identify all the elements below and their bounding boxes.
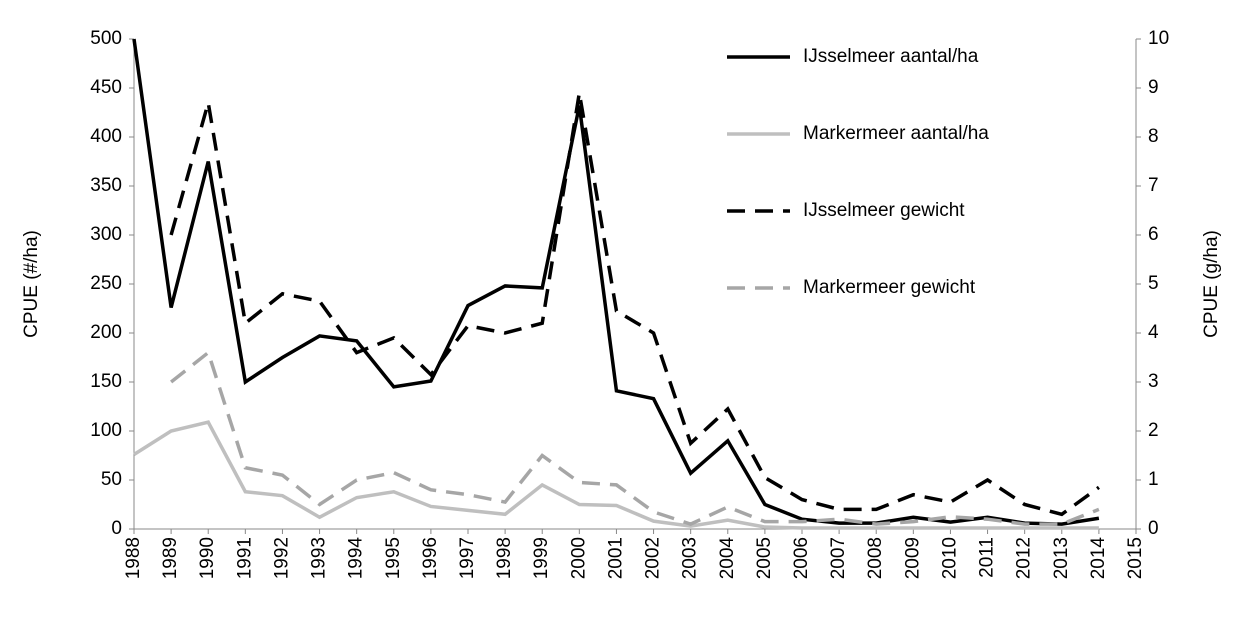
x-tick-label: 2002: [643, 537, 664, 579]
x-tick-label: 1993: [309, 537, 330, 579]
x-tick-label: 2003: [680, 537, 701, 579]
y2-tick-label: 2: [1148, 420, 1159, 441]
y-tick-label: 50: [101, 469, 122, 490]
x-tick-label: 2009: [902, 537, 923, 579]
x-tick-label: 2001: [605, 537, 626, 579]
x-tick-label: 1999: [531, 537, 552, 579]
series-line: [170, 349, 1100, 526]
series-line: [169, 92, 1100, 517]
y-tick-label: 100: [90, 420, 122, 441]
x-tick-label: 1998: [494, 537, 515, 579]
x-tick-label: 2011: [977, 537, 998, 578]
y-tick-label: 500: [90, 28, 122, 49]
legend-label: IJsselmeer gewicht: [803, 200, 965, 221]
x-tick-label: 2004: [717, 537, 738, 580]
legend-label: Markermeer aantal/ha: [803, 123, 989, 144]
series-line: [132, 38, 1100, 526]
x-tick-label: 1996: [420, 537, 441, 579]
y-tick-label: 250: [90, 273, 122, 294]
y2-tick-label: 0: [1148, 518, 1159, 539]
y2-tick-label: 9: [1148, 77, 1159, 98]
y2-tick-label: 4: [1148, 322, 1159, 343]
y-tick-label: 450: [90, 77, 122, 98]
x-tick-label: 1995: [383, 537, 404, 579]
x-tick-label: 2012: [1014, 537, 1035, 579]
y2-tick-label: 6: [1148, 224, 1159, 245]
x-tick-label: 1991: [234, 537, 255, 579]
x-tick-label: 2010: [939, 537, 960, 579]
x-tick-label: 1990: [197, 537, 218, 579]
x-tick-label: 1992: [271, 537, 292, 579]
x-tick-label: 2015: [1125, 537, 1146, 579]
y-tick-label: 200: [90, 322, 122, 343]
x-tick-label: 2006: [791, 537, 812, 579]
y-tick-label: 0: [111, 518, 122, 539]
y2-tick-label: 10: [1148, 28, 1169, 49]
x-tick-label: 2014: [1088, 537, 1109, 580]
x-tick-label: 2013: [1051, 537, 1072, 579]
y2-axis-label: CPUE (g/ha): [1201, 230, 1222, 338]
x-tick-label: 1994: [346, 537, 367, 580]
series-line: [133, 420, 1099, 530]
legend-label: IJsselmeer aantal/ha: [803, 46, 979, 67]
y2-tick-label: 8: [1148, 126, 1159, 147]
y-tick-label: 300: [90, 224, 122, 245]
x-tick-label: 1989: [160, 537, 181, 579]
y-tick-label: 150: [90, 371, 122, 392]
x-tick-label: 2005: [754, 537, 775, 579]
legend-label: Markermeer gewicht: [803, 277, 976, 298]
y-tick-label: 400: [90, 126, 122, 147]
y2-tick-label: 1: [1148, 469, 1159, 490]
x-tick-label: 1988: [123, 537, 144, 579]
y2-tick-label: 7: [1148, 175, 1159, 196]
y2-tick-label: 5: [1148, 273, 1159, 294]
y2-tick-label: 3: [1148, 371, 1159, 392]
x-tick-label: 2008: [865, 537, 886, 579]
y-axis-label: CPUE (#/ha): [21, 230, 42, 338]
y-tick-label: 350: [90, 175, 122, 196]
x-tick-label: 2000: [568, 537, 589, 579]
x-tick-label: 2007: [828, 537, 849, 579]
x-tick-label: 1997: [457, 537, 478, 579]
